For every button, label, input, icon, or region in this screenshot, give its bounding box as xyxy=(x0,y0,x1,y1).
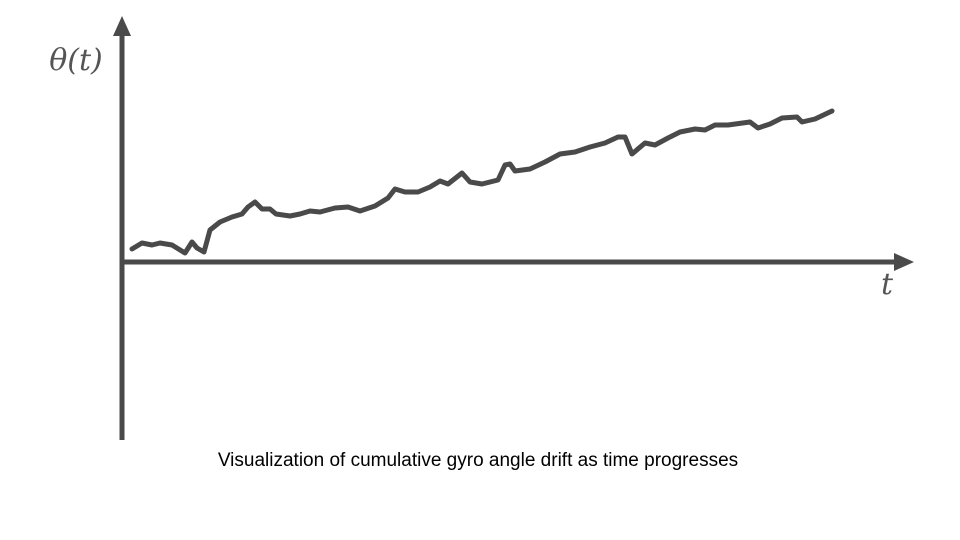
y-axis-label: θ(t) xyxy=(49,43,103,78)
y-axis-arrow xyxy=(113,16,131,36)
x-axis-arrow xyxy=(894,253,914,271)
drift-line xyxy=(129,108,835,256)
x-axis-label: t xyxy=(881,267,894,302)
caption: Visualization of cumulative gyro angle d… xyxy=(218,450,738,471)
